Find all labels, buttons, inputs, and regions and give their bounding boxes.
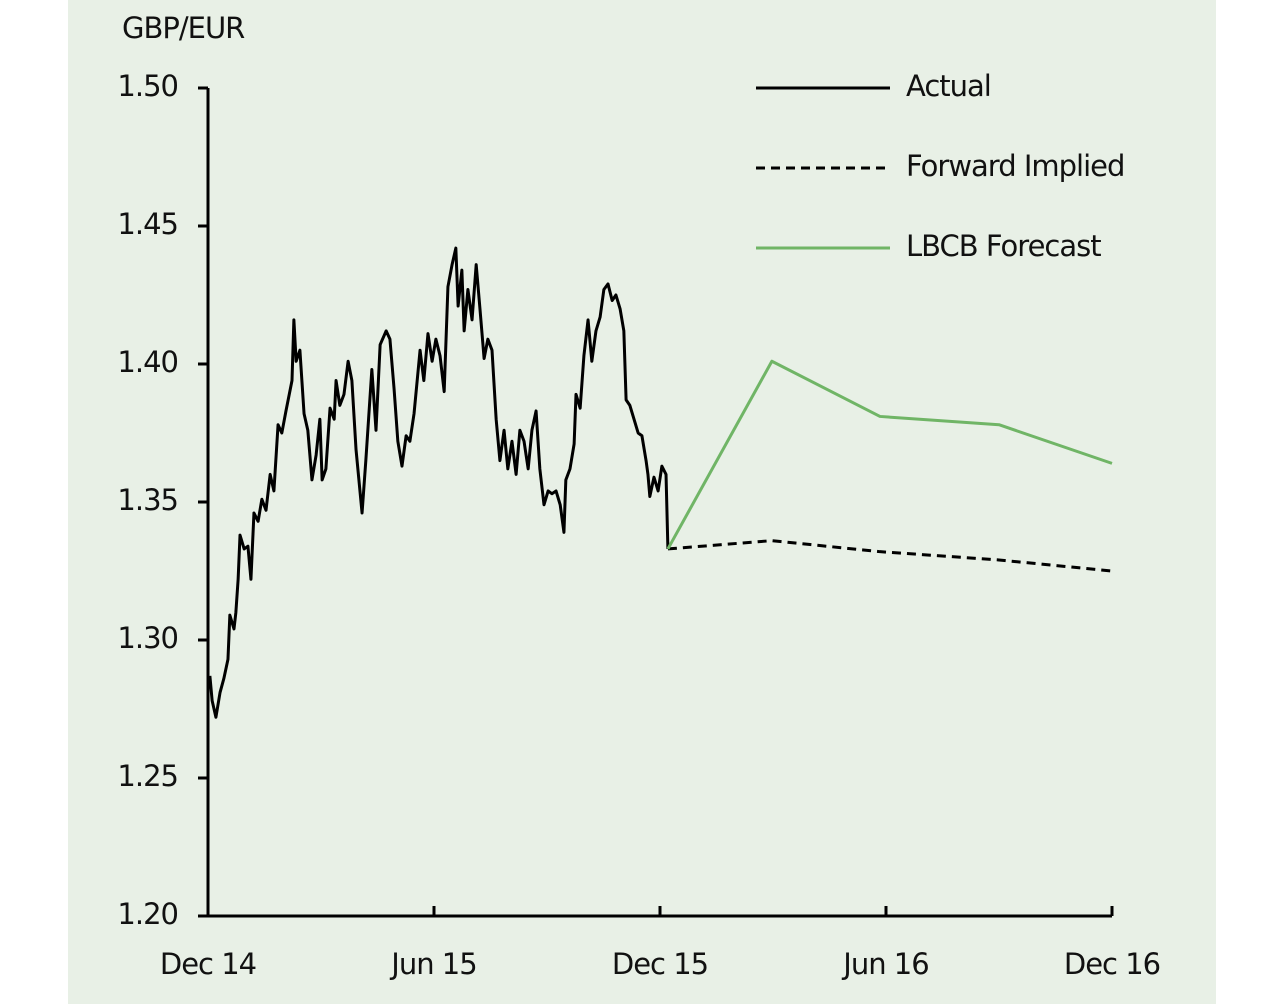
y-tick-label: 1.35: [117, 483, 178, 517]
x-tick-label: Dec 14: [160, 947, 256, 981]
y-tick-label: 1.50: [117, 69, 178, 103]
series-line: [208, 246, 670, 719]
y-tick-label: 1.30: [117, 621, 178, 655]
legend-label: Forward Implied: [906, 149, 1124, 183]
x-tick-label: Jun 15: [389, 947, 476, 981]
chart-background: [68, 0, 1216, 1004]
x-tick-label: Dec 16: [1064, 947, 1160, 981]
legend-label: LBCB Forecast: [906, 229, 1101, 263]
series-line: [667, 539, 1113, 573]
x-tick-label: Dec 15: [612, 947, 708, 981]
y-axis-label: GBP/EUR: [122, 11, 245, 45]
y-tick-label: 1.20: [117, 897, 178, 931]
x-tick-label: Jun 16: [841, 947, 928, 981]
legend-label: Actual: [906, 69, 991, 103]
series-line: [666, 359, 1113, 550]
y-tick-label: 1.40: [117, 345, 178, 379]
y-tick-label: 1.45: [117, 207, 178, 241]
y-tick-label: 1.25: [117, 759, 178, 793]
